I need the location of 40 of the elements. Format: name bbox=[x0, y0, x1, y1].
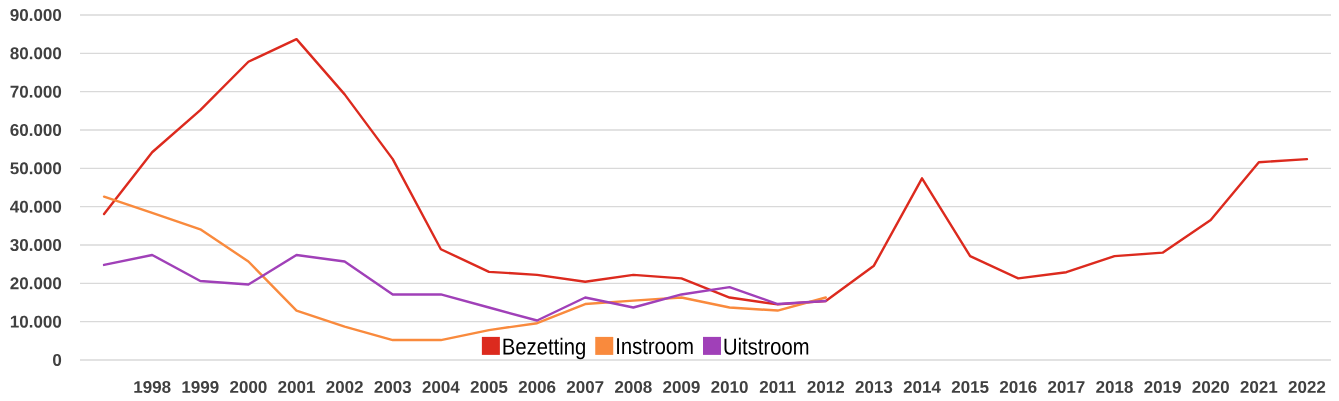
x-tick-label: 2022 bbox=[1288, 380, 1326, 394]
legend-label: Instroom bbox=[617, 338, 693, 355]
x-tick-label: 2004 bbox=[422, 380, 460, 394]
x-tick-label: 2013 bbox=[855, 380, 893, 394]
x-tick-label: 2019 bbox=[1144, 380, 1181, 394]
legend-label: Bezetting bbox=[503, 337, 585, 360]
x-tick-label: 2021 bbox=[1240, 380, 1278, 394]
y-tick-label: 10.000 bbox=[10, 315, 62, 328]
x-tick-label: 1999 bbox=[182, 380, 219, 394]
x-tick-label: 1998 bbox=[134, 380, 171, 394]
x-tick-label: 2005 bbox=[470, 380, 508, 394]
y-tick-label: 40.000 bbox=[10, 200, 62, 213]
x-tick-label: 2003 bbox=[374, 380, 412, 394]
x-tick-label: 2014 bbox=[903, 380, 941, 394]
x-tick-label: 2008 bbox=[615, 380, 652, 394]
x-tick-label: 2007 bbox=[566, 380, 604, 394]
x-tick-label: 2000 bbox=[230, 380, 267, 394]
x-tick-label: 2018 bbox=[1096, 380, 1133, 394]
y-tick-label: 20.000 bbox=[10, 277, 62, 290]
legend-label: Uitstroom bbox=[724, 337, 809, 355]
x-tick-label: 2011 bbox=[759, 380, 796, 394]
x-tick-label: 2010 bbox=[711, 380, 748, 394]
y-tick-label: 80.000 bbox=[10, 47, 62, 60]
x-tick-label: 2002 bbox=[326, 380, 363, 394]
y-tick-label: 70.000 bbox=[10, 85, 62, 98]
y-tick-label: 0 bbox=[53, 353, 62, 367]
x-tick-label: 2015 bbox=[951, 380, 989, 394]
y-tick-label: 60.000 bbox=[10, 123, 62, 137]
y-tick-label: 50.000 bbox=[10, 162, 62, 175]
x-tick-label: 2009 bbox=[663, 380, 700, 394]
y-tick-label: 30.000 bbox=[10, 238, 62, 252]
x-tick-label: 2006 bbox=[518, 380, 556, 394]
line-series bbox=[102, 253, 827, 322]
line-series bbox=[102, 37, 1309, 306]
y-tick-label: 90.000 bbox=[10, 8, 62, 22]
x-tick-label: 2001 bbox=[278, 380, 315, 394]
x-tick-label: 2012 bbox=[807, 380, 845, 394]
x-tick-label: 2016 bbox=[999, 380, 1037, 394]
x-tick-label: 2017 bbox=[1048, 380, 1085, 394]
x-tick-label: 2020 bbox=[1192, 380, 1229, 394]
